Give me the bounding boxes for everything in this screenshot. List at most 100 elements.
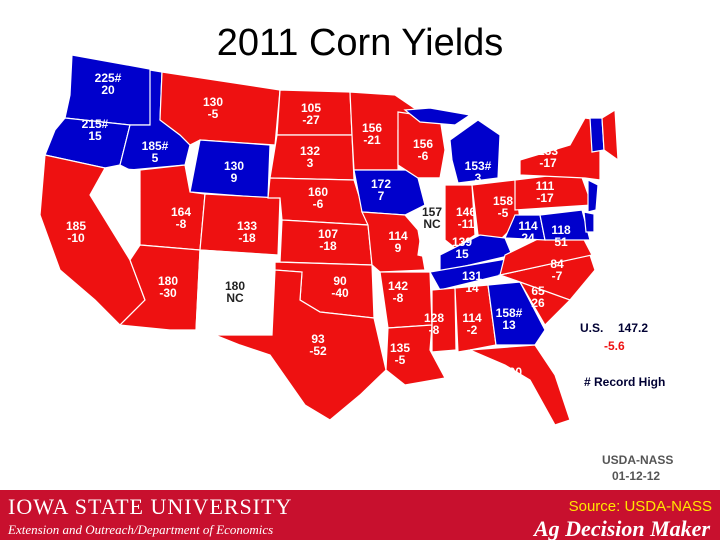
state-value-KS: 107 — [318, 227, 338, 241]
legend-date: 01-12-12 — [612, 469, 660, 483]
state-TX — [214, 269, 387, 421]
state-value-LA: 135 — [390, 341, 410, 355]
state-change-MD: 51 — [554, 235, 568, 249]
state-change-FL: -5 — [507, 377, 518, 391]
slide-title: 2011 Corn Yields — [216, 22, 504, 64]
state-NY — [519, 117, 601, 181]
state-change-DE: 3 — [609, 231, 616, 245]
brand-name: Ag Decision Maker — [534, 516, 710, 541]
state-value-VT: 123 — [604, 169, 624, 183]
state-IN — [444, 184, 476, 249]
state-change-CA: -10 — [67, 231, 85, 245]
state-change-OK: -40 — [331, 286, 349, 300]
state-value-IN: 146 — [456, 205, 476, 219]
state-change-NJ: 15 — [605, 207, 619, 221]
state-value-WA: 225# — [95, 71, 122, 85]
state-value-KY: 139 — [452, 235, 472, 249]
state-value-CO: 133 — [237, 219, 257, 233]
state-change-VT: 9 — [611, 181, 618, 195]
state-value-NE: 160 — [308, 185, 328, 199]
state-change-IN: -11 — [458, 217, 475, 231]
state-change-WY: 9 — [231, 171, 238, 185]
state-change-MO: 9 — [395, 241, 402, 255]
state-change-LA: -5 — [395, 353, 406, 367]
state-value-VA: 84 — [550, 257, 564, 271]
state-value-MS: 128 — [424, 311, 444, 325]
record-high-note: # Record High — [584, 375, 665, 389]
state-value-PA: 111 — [536, 179, 555, 193]
state-change-CO: -18 — [238, 231, 256, 245]
state-value-AZ: 180 — [158, 274, 178, 288]
state-change-TX: -52 — [309, 344, 327, 358]
state-change-AZ: -30 — [159, 286, 177, 300]
state-AL — [454, 284, 497, 353]
state-NE-states — [601, 108, 619, 162]
state-change-NE: -6 — [313, 197, 324, 211]
state-DE — [583, 211, 595, 233]
state-value-ND: 105 — [301, 101, 321, 115]
state-change-WI: -6 — [418, 149, 429, 163]
state-value-DE: 109 — [602, 219, 622, 233]
state-value-GA: 158# — [496, 306, 523, 320]
state-change-MS: -8 — [429, 323, 440, 337]
state-MO — [361, 211, 426, 273]
state-value-MI: 153# — [465, 159, 492, 173]
state-change-IL: NC — [423, 217, 441, 231]
university-name: IOWA STATE UNIVERSITY — [8, 494, 293, 519]
state-change-MT: -5 — [208, 107, 219, 121]
state-value-SD: 132 — [300, 144, 320, 158]
state-value-NC: 65 — [531, 284, 545, 298]
footer-bar: IOWA STATE UNIVERSITY Extension and Outr… — [0, 490, 720, 541]
state-value-ID: 185# — [142, 139, 169, 153]
state-value-NY: 133 — [538, 144, 558, 158]
state-value-WI: 156 — [413, 137, 433, 151]
state-change-NY: -17 — [539, 156, 557, 170]
state-value-UT: 164 — [171, 205, 191, 219]
state-change-ID: 5 — [152, 151, 159, 165]
state-change-GA: 13 — [502, 318, 516, 332]
state-change-WA: 20 — [101, 83, 115, 97]
state-value-AR: 142 — [388, 279, 408, 293]
state-NJ — [587, 179, 599, 213]
state-CO — [199, 193, 281, 256]
state-value-MO: 114 — [388, 229, 408, 243]
state-value-OK: 90 — [333, 274, 347, 288]
state-FL — [469, 344, 571, 426]
state-value-TN: 131 — [462, 269, 482, 283]
state-change-OH: -5 — [498, 206, 509, 220]
map-legend: U.S. 147.2 -5.6 # Record High USDA-NASS … — [580, 321, 673, 483]
state-change-KY: 15 — [455, 247, 469, 261]
state-value-OH: 158 — [493, 194, 513, 208]
us-label: U.S. — [580, 321, 603, 335]
state-change-IA: 7 — [378, 189, 385, 203]
state-GA — [487, 281, 546, 346]
state-value-MD: 118 — [551, 223, 571, 237]
state-VA — [499, 231, 593, 276]
department-name: Extension and Outreach/Department of Eco… — [8, 522, 274, 537]
state-change-SD: 3 — [307, 156, 314, 170]
state-change-NM: NC — [226, 291, 244, 305]
agency-label: USDA-NASS — [602, 453, 673, 467]
state-value-WY: 130 — [224, 159, 244, 173]
state-value-NM: 180 — [225, 279, 245, 293]
state-change-VA: -7 — [552, 269, 563, 283]
state-change-NC: 26 — [531, 296, 545, 310]
state-change-MI: 3 — [475, 171, 482, 185]
state-change-WV: 24 — [521, 231, 535, 245]
state-change-PA: -17 — [536, 191, 554, 205]
state-value-OR: 215# — [82, 117, 109, 131]
state-value-CA: 185 — [66, 219, 86, 233]
state-value-IA: 172 — [371, 177, 391, 191]
state-change-OR: 15 — [88, 129, 102, 143]
state-change-AL: -2 — [467, 323, 478, 337]
state-value-WV: 114 — [518, 219, 538, 233]
state-MD — [539, 209, 591, 241]
state-MI-up — [403, 107, 472, 126]
us-change: -5.6 — [604, 339, 625, 353]
state-change-KS: -18 — [319, 239, 337, 253]
state-value-AL: 114 — [462, 311, 482, 325]
state-change-MN: -21 — [363, 133, 381, 147]
state-change-TN: 14 — [465, 281, 479, 295]
state-change-ND: -27 — [302, 113, 320, 127]
